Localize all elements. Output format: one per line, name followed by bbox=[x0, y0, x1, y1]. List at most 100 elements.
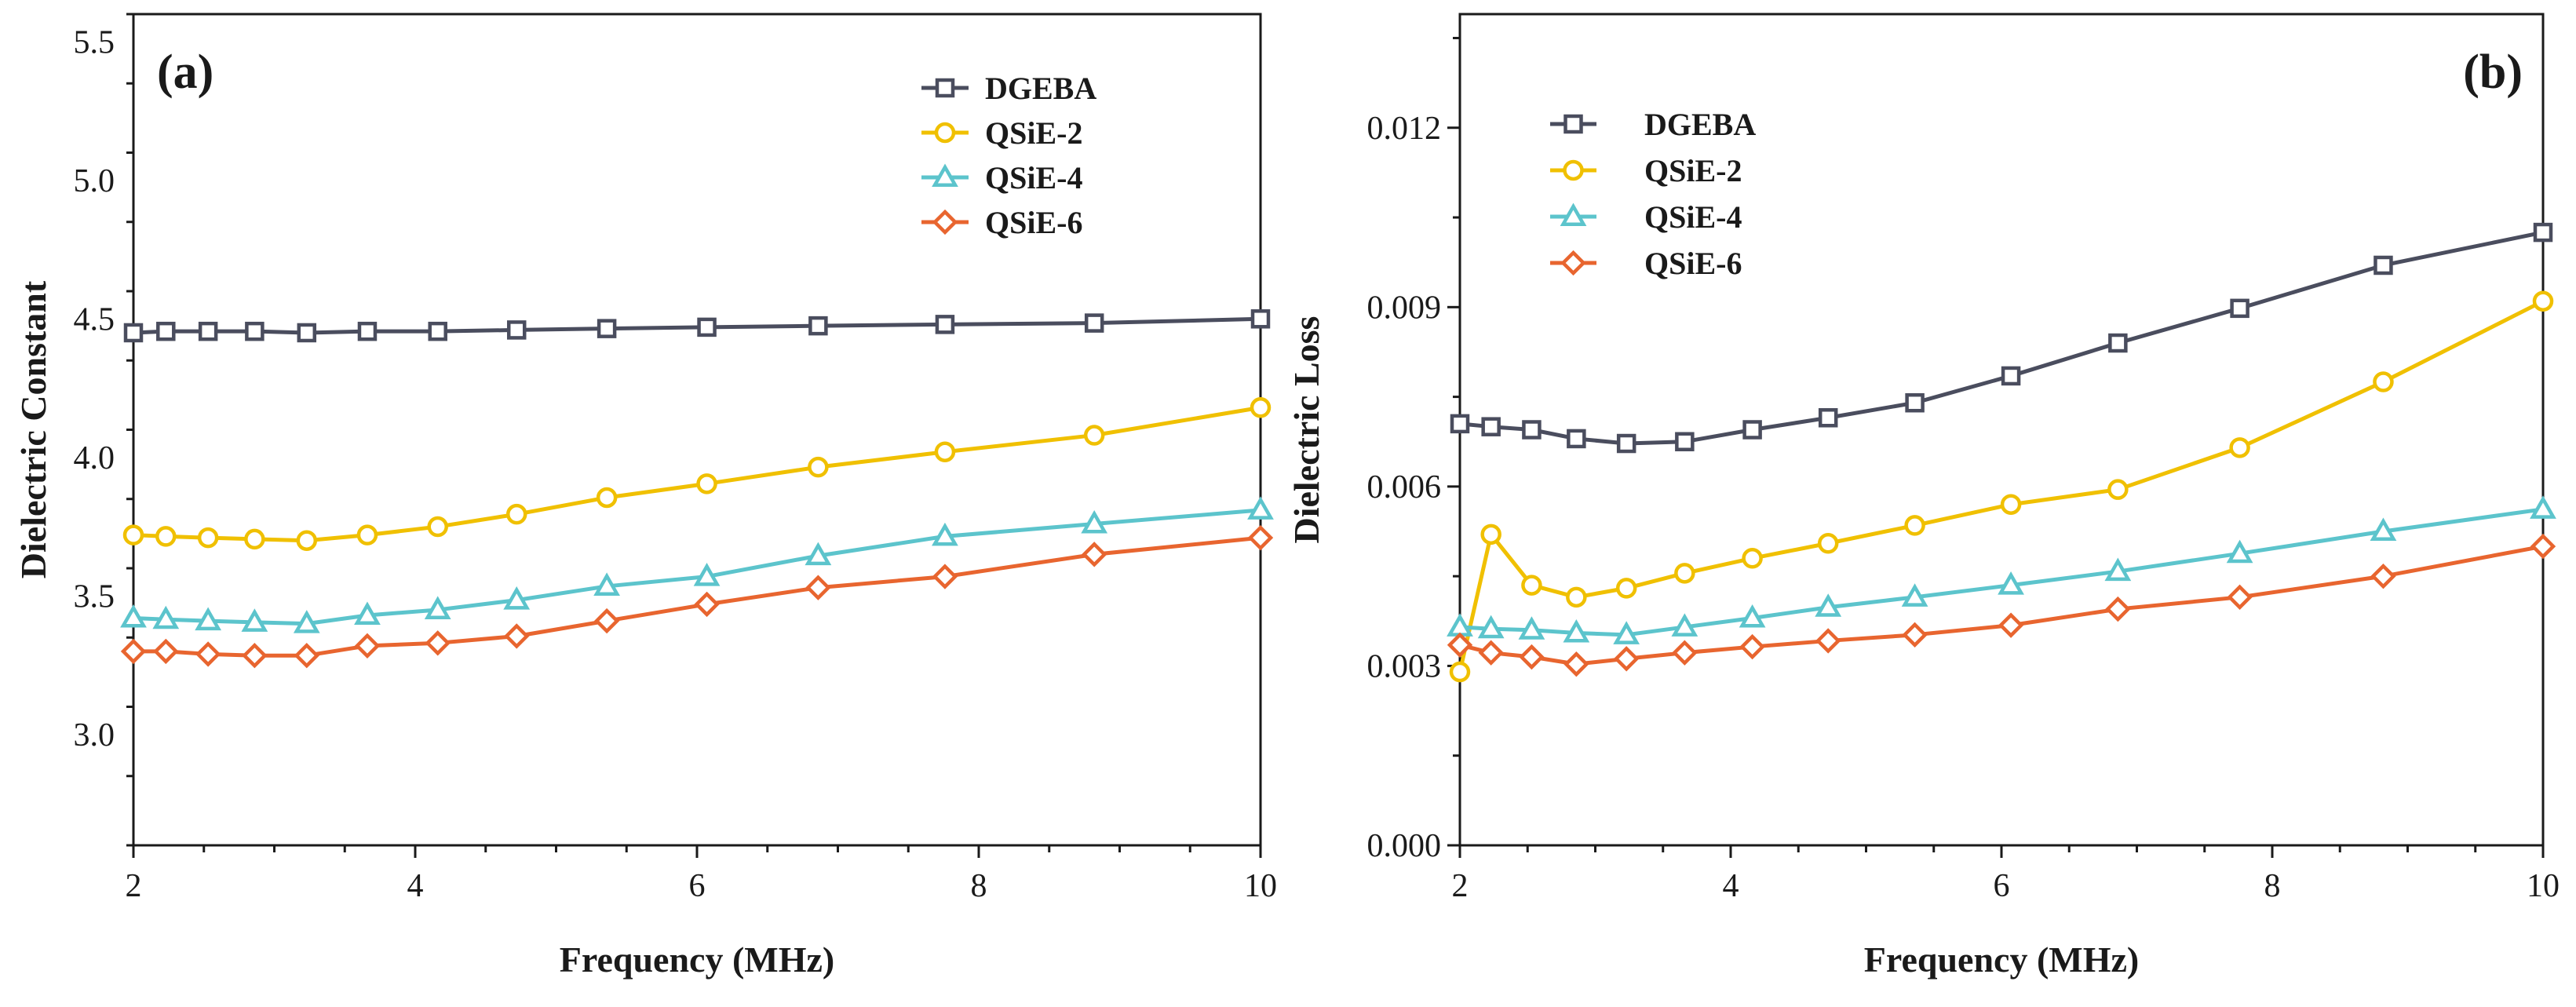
data-point bbox=[1615, 578, 1637, 599]
data-point bbox=[932, 564, 958, 589]
series-dgeba bbox=[123, 309, 1271, 343]
legend-label: DGEBA bbox=[985, 71, 1096, 106]
data-point bbox=[1450, 414, 1470, 434]
y-tick-label: 0.003 bbox=[1367, 648, 1442, 684]
data-point bbox=[1671, 613, 1698, 637]
data-point bbox=[696, 473, 717, 494]
data-point bbox=[2530, 533, 2556, 560]
data-point bbox=[1447, 632, 1473, 658]
data-point bbox=[2000, 494, 2022, 515]
series-qsie-2 bbox=[1449, 290, 2554, 683]
data-point bbox=[1674, 563, 1695, 584]
x-tick-label: 10 bbox=[1244, 868, 1277, 904]
data-point bbox=[1480, 524, 1501, 545]
data-point bbox=[504, 623, 530, 649]
data-point bbox=[155, 526, 177, 547]
data-point bbox=[1818, 408, 1838, 428]
data-point bbox=[2370, 517, 2397, 542]
legend-label: QSiE-6 bbox=[985, 205, 1082, 240]
data-point bbox=[1998, 571, 2024, 595]
data-point bbox=[2226, 539, 2253, 564]
data-point bbox=[156, 321, 176, 341]
legend-marker bbox=[934, 122, 956, 144]
data-point bbox=[805, 542, 832, 566]
data-point bbox=[2370, 563, 2396, 589]
legend-label: DGEBA bbox=[1644, 107, 1756, 142]
data-point bbox=[1449, 661, 1471, 683]
series-qsie-2 bbox=[122, 397, 1272, 551]
data-point bbox=[1521, 575, 1542, 596]
x-tick-label: 4 bbox=[407, 868, 424, 904]
x-tick-label: 8 bbox=[2264, 868, 2281, 904]
data-point bbox=[356, 524, 378, 545]
legend-marker bbox=[935, 78, 955, 98]
legend-label: QSiE-2 bbox=[1644, 153, 1742, 188]
x-tick-label: 2 bbox=[126, 868, 142, 904]
data-point bbox=[805, 575, 831, 600]
data-point bbox=[934, 441, 956, 462]
data-point bbox=[195, 641, 221, 667]
data-point bbox=[932, 522, 958, 546]
y-tick-label: 5.0 bbox=[74, 163, 115, 199]
legend-marker bbox=[932, 163, 958, 187]
y-tick-label: 4.0 bbox=[74, 440, 115, 476]
data-point bbox=[1563, 619, 1590, 643]
y-tick-label: 5.5 bbox=[74, 24, 115, 60]
data-point bbox=[241, 608, 268, 632]
data-point bbox=[1567, 429, 1586, 449]
data-point bbox=[354, 601, 381, 626]
data-point bbox=[694, 591, 720, 618]
y-tick-label: 0.009 bbox=[1367, 290, 1442, 326]
legend-marker bbox=[1560, 202, 1587, 226]
data-point bbox=[2107, 479, 2129, 500]
legend-label: QSiE-2 bbox=[985, 115, 1082, 151]
y-tick-label: 0.012 bbox=[1367, 111, 1442, 147]
legend: DGEBA QSiE-2 QSiE-4 QSiE-6 bbox=[921, 71, 1096, 240]
data-point bbox=[293, 610, 320, 633]
data-point bbox=[1481, 417, 1501, 436]
data-point bbox=[245, 321, 265, 341]
data-point bbox=[1519, 644, 1545, 670]
data-point bbox=[808, 456, 829, 478]
chart-panel-a: 2 4 6 8 10 3.0 3.5 4.0 4.5 5.0 5.5 Frequency (MHz) D… bbox=[13, 13, 1277, 980]
series-qsie-4 bbox=[120, 496, 1274, 633]
plot-frame bbox=[1458, 13, 2545, 847]
data-point bbox=[1672, 640, 1698, 666]
data-point bbox=[935, 315, 955, 334]
data-point bbox=[152, 605, 180, 629]
data-point bbox=[1902, 622, 1928, 648]
data-point bbox=[1566, 586, 1587, 608]
data-point bbox=[1998, 612, 2024, 638]
data-point bbox=[2533, 222, 2553, 243]
data-point bbox=[2532, 290, 2554, 312]
legend: DGEBA QSiE-2 QSiE-4 QSiE-6 bbox=[1550, 107, 1756, 281]
data-point bbox=[503, 586, 531, 610]
data-point bbox=[2230, 298, 2249, 319]
data-point bbox=[1905, 392, 1925, 413]
legend-marker bbox=[1563, 114, 1583, 134]
data-point bbox=[505, 503, 527, 525]
data-point bbox=[294, 643, 319, 669]
series-qsie-6 bbox=[1447, 533, 2556, 677]
data-point bbox=[593, 572, 620, 596]
y-tick-label: 3.5 bbox=[74, 578, 115, 615]
series-qsie-6 bbox=[120, 524, 1274, 669]
y-axis-title: Dielectric Loss bbox=[1286, 316, 1326, 544]
series-line bbox=[1459, 544, 2544, 666]
chart-panel-b: 2 4 6 8 10 0.000 0.003 0.006 0.009 0.012 Frequency… bbox=[1286, 13, 2560, 980]
data-point bbox=[1675, 432, 1695, 451]
series-line bbox=[1458, 299, 2545, 673]
data-point bbox=[123, 323, 144, 343]
x-tick-label: 10 bbox=[2527, 868, 2560, 904]
data-point bbox=[1613, 646, 1640, 672]
data-point bbox=[1815, 593, 1842, 617]
data-point bbox=[597, 319, 617, 338]
legend-label: QSiE-4 bbox=[1644, 199, 1742, 235]
data-point bbox=[296, 530, 318, 551]
data-point bbox=[2373, 371, 2394, 392]
legend-marker bbox=[932, 209, 958, 235]
legend-label: QSiE-4 bbox=[985, 160, 1082, 195]
data-point bbox=[593, 607, 620, 634]
data-point bbox=[120, 638, 147, 665]
